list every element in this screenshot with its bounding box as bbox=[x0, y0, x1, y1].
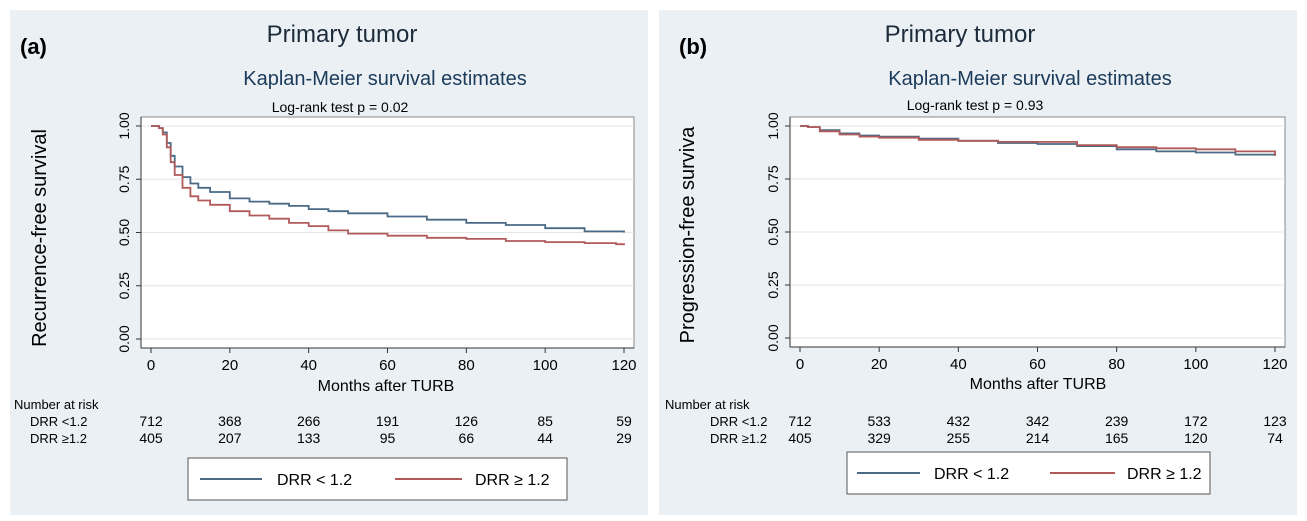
survival-curve-2 bbox=[800, 125, 1276, 156]
risk-value: 329 bbox=[867, 430, 891, 446]
panel-a-title: Kaplan-Meier survival estimates bbox=[243, 68, 526, 90]
risk-value: 368 bbox=[218, 413, 242, 429]
risk-value: 533 bbox=[867, 413, 891, 429]
panel-a-legend-label-2: DRR ≥ 1.2 bbox=[475, 472, 550, 489]
panel-a-risk-values: 712 368 266 191 126 85 59 405 207 133 95 66 44 29 bbox=[139, 413, 632, 446]
x-tick-label: 100 bbox=[1183, 356, 1208, 373]
y-tick-label: 0.25 bbox=[116, 272, 132, 299]
panel-b-legend-label-2: DRR ≥ 1.2 bbox=[1127, 466, 1202, 483]
y-tick-label: 0.25 bbox=[765, 271, 781, 298]
risk-value: 66 bbox=[459, 430, 475, 446]
risk-value: 120 bbox=[1184, 430, 1208, 446]
panel-a-risk-heading: Number at risk bbox=[14, 397, 99, 412]
survival-curve-1 bbox=[151, 125, 625, 233]
risk-value: 239 bbox=[1105, 413, 1129, 429]
panel-a: (a) Primary tumor Kaplan-Meier survival … bbox=[10, 10, 648, 515]
risk-value: 266 bbox=[297, 413, 321, 429]
panel-a-gridlines bbox=[141, 125, 634, 340]
y-tick-label: 0.50 bbox=[765, 218, 781, 245]
panel-b-risk-heading: Number at risk bbox=[665, 397, 750, 412]
panel-a-y-axis-label: Recurrence-free survival bbox=[29, 129, 51, 347]
x-tick-label: 0 bbox=[796, 356, 804, 373]
risk-value: 44 bbox=[537, 430, 553, 446]
x-tick-label: 0 bbox=[147, 357, 155, 374]
risk-value: 133 bbox=[297, 430, 321, 446]
survival-curve-2 bbox=[151, 125, 625, 246]
risk-value: 405 bbox=[788, 430, 812, 446]
y-tick-label: 0.00 bbox=[116, 325, 132, 352]
x-tick-label: 100 bbox=[533, 357, 558, 374]
risk-value: 29 bbox=[616, 430, 632, 446]
panel-b-risk-row-2-label: DRR ≥1.2 bbox=[710, 431, 767, 446]
x-tick-label: 120 bbox=[611, 357, 636, 374]
risk-value: 126 bbox=[455, 413, 479, 429]
panel-b-risk-row-1-label: DRR <1.2 bbox=[710, 414, 767, 429]
panel-a-legend-label-1: DRR < 1.2 bbox=[277, 472, 352, 489]
panel-b-x-axis-label: Months after TURB bbox=[970, 376, 1107, 393]
panel-b-series bbox=[800, 125, 1276, 156]
risk-value: 712 bbox=[788, 413, 812, 429]
y-tick-label: 0.50 bbox=[116, 219, 132, 246]
panel-a-risk-row-2-label: DRR ≥1.2 bbox=[30, 431, 87, 446]
risk-value: 85 bbox=[537, 413, 553, 429]
panel-b-title: Kaplan-Meier survival estimates bbox=[888, 68, 1171, 90]
x-tick-label: 20 bbox=[871, 356, 888, 373]
panel-a-series bbox=[151, 125, 625, 246]
panel-b-x-ticks: 0 20 40 60 80 100 120 bbox=[796, 347, 1288, 373]
risk-value: 165 bbox=[1105, 430, 1129, 446]
y-tick-label: 0.75 bbox=[765, 165, 781, 192]
panel-b-y-axis-label: Progression-free surviva bbox=[677, 126, 699, 344]
x-tick-label: 120 bbox=[1262, 356, 1287, 373]
panel-a-subtitle: Log-rank test p = 0.02 bbox=[272, 99, 409, 115]
x-tick-label: 60 bbox=[1029, 356, 1046, 373]
panel-a-x-ticks: 0 20 40 60 80 100 120 bbox=[147, 348, 637, 374]
x-tick-label: 20 bbox=[221, 357, 238, 374]
risk-value: 214 bbox=[1026, 430, 1050, 446]
panel-a-risk-row-1-label: DRR <1.2 bbox=[30, 414, 87, 429]
y-tick-label: 1.00 bbox=[765, 112, 781, 139]
panel-b-heading: Primary tumor bbox=[885, 21, 1036, 48]
risk-value: 95 bbox=[380, 430, 396, 446]
risk-value: 405 bbox=[139, 430, 163, 446]
risk-value: 191 bbox=[376, 413, 400, 429]
panel-a-label: (a) bbox=[20, 34, 47, 59]
x-tick-label: 40 bbox=[950, 356, 967, 373]
panel-b-y-ticks: 0.00 0.25 0.50 0.75 1.00 bbox=[765, 112, 790, 352]
panel-b-legend-label-1: DRR < 1.2 bbox=[934, 466, 1009, 483]
risk-value: 172 bbox=[1184, 413, 1208, 429]
risk-value: 207 bbox=[218, 430, 242, 446]
panel-b-risk-values: 712 533 432 342 239 172 123 405 329 255 214 165 120 7… bbox=[788, 413, 1287, 446]
x-tick-label: 80 bbox=[458, 357, 475, 374]
y-tick-label: 1.00 bbox=[116, 112, 132, 139]
risk-value: 123 bbox=[1263, 413, 1287, 429]
panel-a-heading: Primary tumor bbox=[267, 21, 418, 48]
risk-value: 74 bbox=[1267, 430, 1283, 446]
risk-value: 342 bbox=[1026, 413, 1050, 429]
panel-a-x-axis-label: Months after TURB bbox=[318, 378, 455, 395]
x-tick-label: 60 bbox=[379, 357, 396, 374]
panel-b: (b) Primary tumor Kaplan-Meier survival … bbox=[659, 10, 1297, 515]
panel-b-gridlines bbox=[790, 125, 1285, 339]
x-tick-label: 40 bbox=[300, 357, 317, 374]
risk-value: 255 bbox=[947, 430, 971, 446]
y-tick-label: 0.00 bbox=[765, 324, 781, 351]
x-tick-label: 80 bbox=[1108, 356, 1125, 373]
risk-value: 59 bbox=[616, 413, 632, 429]
risk-value: 432 bbox=[947, 413, 971, 429]
y-tick-label: 0.75 bbox=[116, 165, 132, 192]
panel-b-subtitle: Log-rank test p = 0.93 bbox=[907, 97, 1044, 113]
panel-a-y-ticks: 0.00 0.25 0.50 0.75 1.00 bbox=[116, 112, 141, 353]
panel-b-label: (b) bbox=[679, 34, 707, 59]
risk-value: 712 bbox=[139, 413, 163, 429]
